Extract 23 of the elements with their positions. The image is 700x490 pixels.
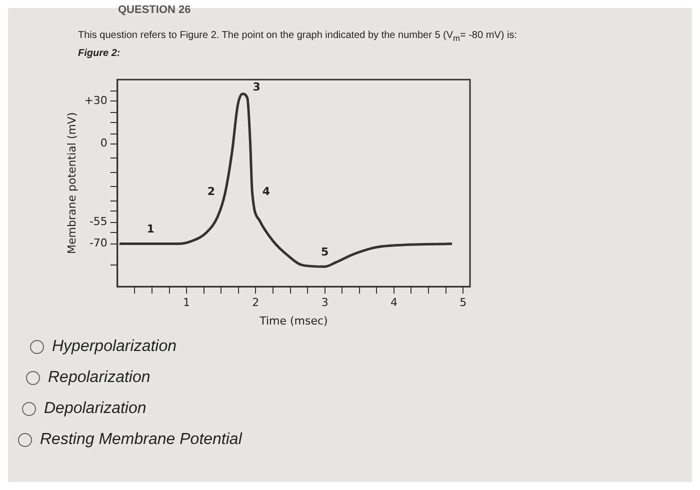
y-tick-label: 0 (100, 136, 108, 150)
text: Repolarization (48, 369, 150, 387)
y-tick-label: -70 (89, 236, 108, 250)
x-tick-label: 2 (252, 296, 260, 310)
x-tick-label: 5 (460, 296, 467, 310)
text: Hyperpolarization (52, 338, 177, 356)
chart-title: This question refers to Figure 2. The point on the graph indicated by the number 5 (V$_{m}$= -80 mV) is: (78, 30, 517, 43)
x-tick-label: 3 (321, 296, 328, 310)
annotation: 3 (252, 80, 260, 94)
annotation: 4 (262, 185, 270, 198)
annotation: 1 (146, 222, 154, 236)
y-tick-label: +30 (84, 94, 108, 107)
x-tick-label: 4 (390, 296, 398, 310)
annotation: 5 (320, 245, 329, 258)
annotation: 2 (207, 185, 216, 198)
chart-subtitle: Figure 2: (78, 48, 120, 59)
x-tick-label: 1 (183, 296, 190, 310)
text: Resting Membrane Potential (40, 431, 242, 449)
text: Depolarization (44, 400, 146, 418)
x-axis-title: Time (msec) (258, 314, 328, 328)
y-tick-label: -55 (89, 215, 108, 228)
y-axis-title: Membrane potential (mV) (65, 112, 78, 254)
text: QUESTION 26 (118, 4, 191, 16)
